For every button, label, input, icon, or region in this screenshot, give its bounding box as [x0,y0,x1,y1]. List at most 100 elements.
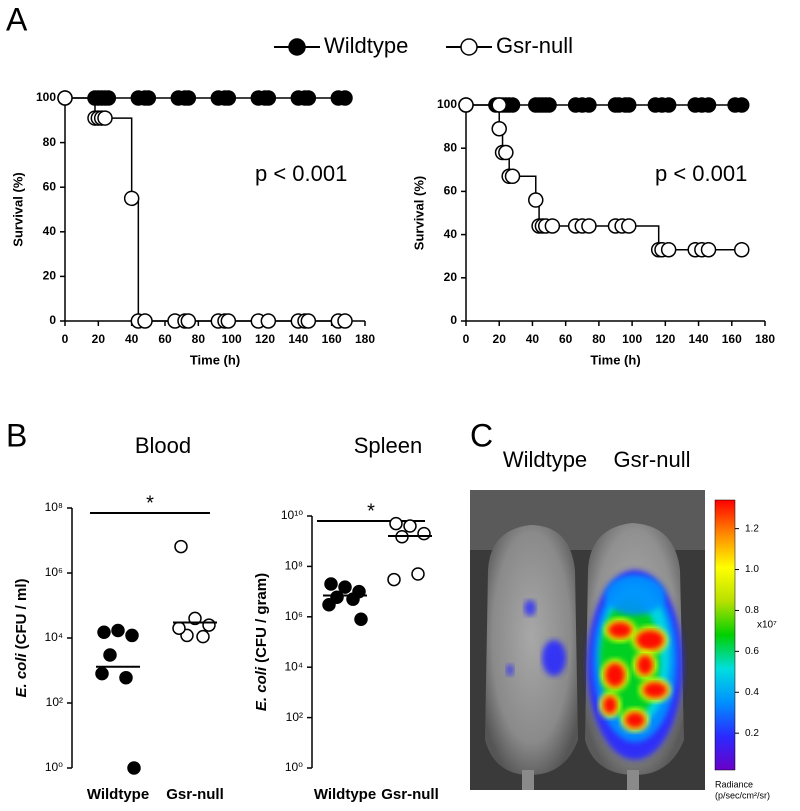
y-tick-label: 10⁸ [285,559,303,573]
colorbar-tick-label: 0.6 [745,646,759,657]
y-tick-label: 10⁰ [285,760,303,774]
x-axis-label: Time (h) [190,352,240,367]
marker [196,629,210,644]
marker [57,90,73,106]
marker [389,516,403,531]
x-tick-label: 180 [355,332,375,346]
marker [338,580,352,594]
marker [119,670,133,685]
image-label: Gsr-null [613,447,690,472]
x-tick-label: 80 [192,332,206,346]
signal [605,663,625,687]
marker [581,97,597,113]
marker [528,192,544,208]
colorbar-scale: x10⁷ [757,620,777,631]
marker [322,598,336,612]
mouse [485,525,578,775]
y-tick-label: 80 [444,140,458,154]
x-axis-label: Time (h) [590,352,640,367]
marker [220,90,237,106]
x-tick-label: 20 [92,332,106,346]
marker [174,539,188,554]
marker [300,90,317,106]
chart-title: Spleen [354,433,423,458]
marker [417,526,431,541]
panel-label: B [6,417,27,453]
x-tick-label: 0 [62,332,69,346]
y-tick-label: 10⁸ [45,500,63,514]
x-tick-label: Wildtype [87,786,149,803]
marker [544,218,561,234]
marker [220,313,237,329]
marker [202,618,216,632]
marker [125,628,139,643]
x-tick-label: Gsr-null [166,786,224,803]
y-tick-label: 10⁰ [45,760,63,774]
x-tick-label: 160 [722,332,742,346]
marker [97,625,111,640]
x-tick-label: 0 [463,332,470,346]
y-tick-label: 10⁴ [284,659,303,673]
significance-label: * [367,500,375,522]
colorbar-tick-label: 1.0 [745,564,759,575]
panel-label: A [6,1,28,37]
y-axis-label-italic: E. coli [13,652,30,697]
marker [337,313,353,329]
x-tick-label: 180 [755,332,775,346]
marker [260,313,277,329]
marker [137,313,153,329]
marker [660,241,677,258]
x-tick-label: 60 [158,332,172,346]
y-tick-label: 10² [286,710,303,724]
signal [603,696,617,714]
signal [605,575,665,615]
y-tick-label: 0 [450,313,457,327]
marker [621,218,637,234]
marker [180,90,197,106]
marker [403,519,417,533]
colorbar [714,499,736,771]
signal [643,682,667,698]
y-tick-label: 10¹⁰ [281,508,303,522]
marker [288,38,306,56]
marker [700,241,717,258]
colorbar-tick-label: 0.4 [745,687,759,698]
survival-line [65,97,345,322]
marker [330,590,344,604]
marker [337,90,353,106]
marker [491,97,507,113]
marker [140,90,157,106]
marker [621,97,637,113]
marker [458,97,474,113]
marker [97,110,113,126]
marker [498,144,514,161]
x-tick-label: 80 [592,332,606,346]
x-tick-label: 40 [526,332,540,346]
x-tick-label: 140 [288,332,308,346]
marker [354,612,368,626]
y-axis-label: Survival (%) [411,176,426,250]
marker [660,97,677,113]
x-tick-label: 100 [222,332,242,346]
y-tick-label: 100 [437,97,457,111]
signal [542,640,566,676]
y-tick-label: 10² [46,695,63,709]
marker [123,190,140,207]
marker [491,121,507,137]
colorbar-tick-label: 0.2 [745,728,759,739]
signal [608,622,632,638]
marker [581,218,597,234]
x-tick-label: 100 [622,332,642,346]
signal [637,655,653,675]
colorbar-label: (p/sec/cm²/sr) [715,790,770,800]
y-tick-label: 10⁴ [44,630,63,644]
marker [387,572,401,587]
marker [324,577,338,591]
marker [103,648,117,662]
marker [260,90,277,106]
y-tick-label: 10⁶ [285,609,303,623]
marker [188,611,202,626]
x-tick-label: Gsr-null [381,786,439,803]
marker [541,97,557,113]
y-axis-label-italic: E. coli [253,666,270,711]
